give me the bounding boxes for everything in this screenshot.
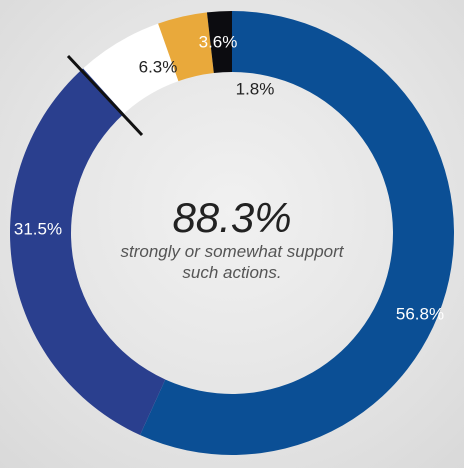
donut-segment: [158, 12, 214, 82]
data-label: 31.5%: [14, 219, 62, 238]
data-label: 6.3%: [139, 57, 178, 76]
data-label: 1.8%: [236, 79, 275, 98]
separator: [66, 54, 144, 137]
donut-segment: [140, 11, 455, 455]
center-value: 88.3%: [172, 194, 292, 241]
center-annotation: 88.3% strongly or somewhat support such …: [112, 195, 352, 283]
data-label: 56.8%: [396, 304, 444, 323]
donut-segment: [83, 23, 179, 114]
donut-segment: [10, 68, 166, 436]
center-text: strongly or somewhat support such action…: [120, 242, 344, 282]
data-label: 3.6%: [199, 32, 238, 51]
donut-segment: [206, 11, 232, 74]
